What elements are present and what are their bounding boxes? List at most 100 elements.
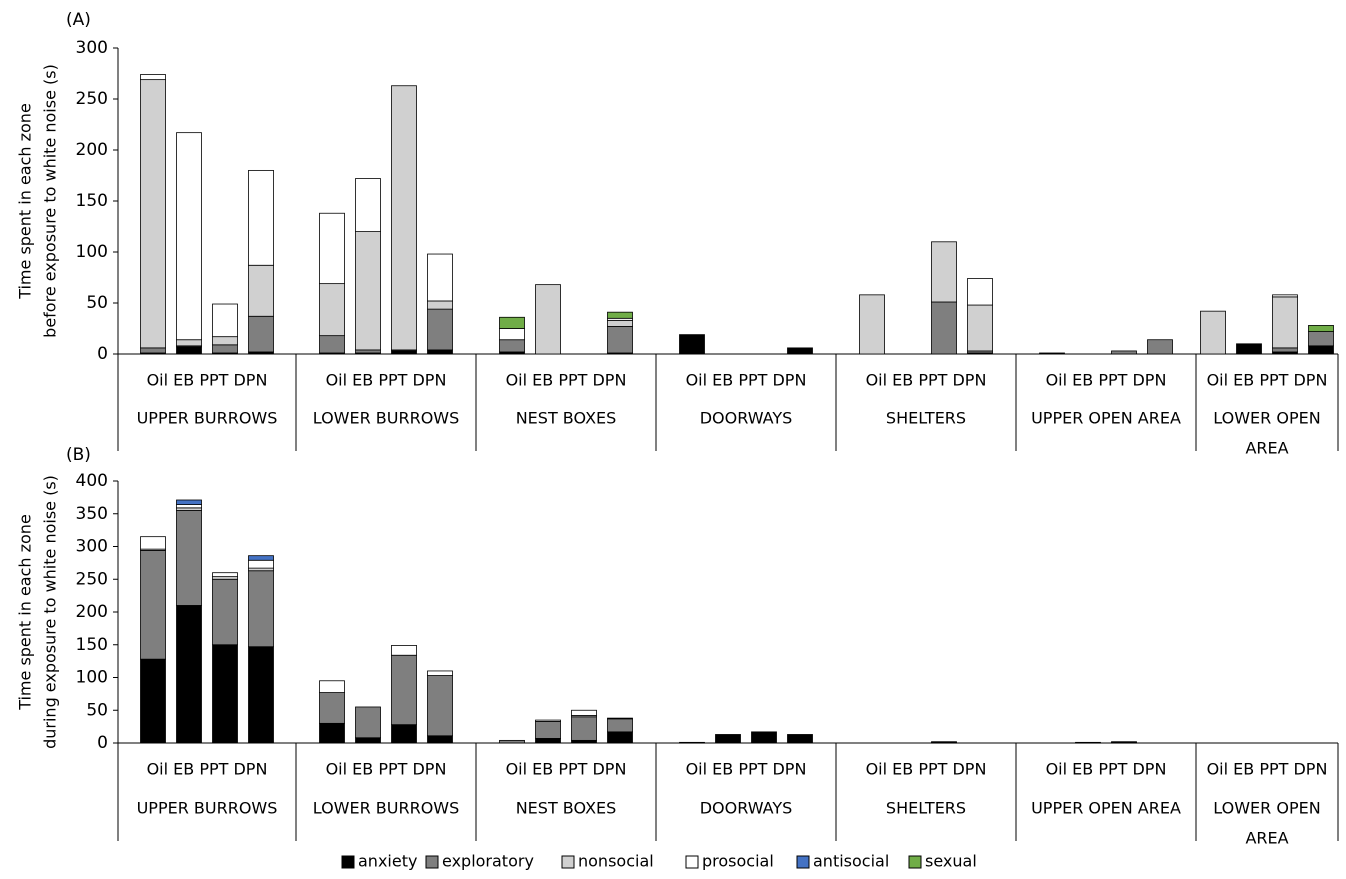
x-tick-label: Oil EB PPT DPN (1046, 760, 1167, 779)
group-label: SHELTERS (886, 409, 966, 428)
bar-segment-anxiety (679, 334, 705, 355)
bar-segment-exploratory (427, 308, 453, 351)
bar-segment-antisocial (248, 555, 274, 561)
legend-swatch-sexual (908, 855, 922, 869)
bar-segment-anxiety (715, 734, 741, 744)
legend-swatch-prosocial (685, 855, 699, 869)
bar-segment-exploratory (355, 349, 381, 354)
bar-segment-anxiety (787, 734, 813, 744)
bar-segment-prosocial (319, 212, 345, 285)
panel-label: (A) (66, 10, 91, 30)
bar-segment-exploratory (1147, 339, 1173, 355)
bar-segment-anxiety (1039, 352, 1065, 355)
group-label: NEST BOXES (516, 409, 617, 428)
bar-segment-nonsocial (140, 79, 166, 349)
bar-segment-anxiety (140, 658, 166, 744)
bar-segment-prosocial (176, 132, 202, 341)
bar-segment-nonsocial (859, 294, 885, 355)
x-tick-label: Oil EB PPT DPN (686, 371, 807, 390)
y-tick-label: 100 (76, 242, 108, 262)
bar-segment-exploratory (427, 675, 453, 737)
bar-segment-exploratory (607, 326, 633, 354)
bar-segment-nonsocial (1200, 310, 1226, 355)
legend-swatch-exploratory (425, 855, 439, 869)
bar-segment-nonsocial (212, 336, 238, 346)
panel-label: (B) (66, 445, 91, 465)
bar-segment-prosocial (1272, 294, 1298, 298)
legend: anxiety exploratory nonsocial prosocial anti… (341, 852, 977, 871)
bar-segment-prosocial (607, 717, 633, 720)
bar-segment-exploratory (499, 339, 525, 353)
group-label: UPPER OPEN AREA (1031, 799, 1181, 818)
bar-segment-anxiety (176, 346, 202, 355)
bar-segment-anxiety (427, 735, 453, 744)
bar-segment-nonsocial (607, 319, 633, 327)
panel-b: (B) Time spent in each zone during exposur… (16, 445, 1339, 848)
bar-segment-prosocial (140, 536, 166, 550)
bar-segment-anxiety (427, 349, 453, 355)
x-tick-label: Oil EB PPT DPN (1207, 760, 1328, 779)
group-label: LOWER BURROWS (313, 799, 460, 818)
group-label: DOORWAYS (700, 799, 793, 818)
group-label: AREA (1245, 439, 1288, 458)
legend-label-exploratory: exploratory (442, 852, 534, 871)
y-axis-title-line-1: Time spent in each zone (16, 514, 35, 711)
bar-segment-prosocial (248, 559, 274, 569)
bar-segment-anxiety (176, 605, 202, 744)
group-label: LOWER OPEN (1213, 799, 1320, 818)
group-label: NEST BOXES (516, 799, 617, 818)
bar-segment-exploratory (212, 578, 238, 646)
bar-segment-nonsocial (355, 231, 381, 351)
panel-a: (A) Time spent in each zone before exposur… (16, 10, 1339, 458)
bar-segment-exploratory (1272, 347, 1298, 353)
bar-segment-anxiety (535, 738, 561, 744)
y-tick-label: 200 (76, 140, 108, 160)
bar-segment-exploratory (176, 510, 202, 606)
legend-swatch-nonsocial (561, 855, 575, 869)
bar-segment-nonsocial (931, 241, 957, 303)
bar-segment-exploratory (607, 718, 633, 733)
x-tick-label: Oil EB PPT DPN (506, 760, 627, 779)
bar-segment-prosocial (427, 253, 453, 302)
bar-segment-anxiety (319, 722, 345, 744)
x-tick-label: Oil EB PPT DPN (1207, 371, 1328, 390)
y-axis-title-line-1: Time spent in each zone (16, 103, 35, 300)
y-tick-label: 150 (76, 635, 108, 655)
bar-segment-prosocial (140, 74, 166, 81)
x-tick-label: Oil EB PPT DPN (506, 371, 627, 390)
bar-segment-nonsocial (248, 264, 274, 317)
bar-segment-anxiety (1075, 741, 1101, 744)
group-label: LOWER OPEN (1213, 409, 1320, 428)
bar-segment-exploratory (319, 692, 345, 724)
bar-segment-anxiety (355, 737, 381, 744)
y-tick-label: 0 (97, 344, 108, 364)
bar-segment-anxiety (679, 741, 705, 744)
bar-segment-prosocial (427, 670, 453, 676)
bar-segment-exploratory (1111, 350, 1137, 355)
bar-segment-prosocial (967, 278, 993, 306)
bar-segment-exploratory (319, 335, 345, 354)
bar-segment-nonsocial (319, 283, 345, 337)
bar-segment-anxiety (212, 644, 238, 744)
bar-segment-prosocial (571, 709, 597, 716)
bar-segment-prosocial (499, 328, 525, 341)
y-tick-label: 250 (76, 569, 108, 589)
group-label: LOWER BURROWS (313, 409, 460, 428)
group-label: SHELTERS (886, 799, 966, 818)
x-tick-label: Oil EB PPT DPN (147, 760, 268, 779)
bar-segment-exploratory (248, 570, 274, 648)
bar-segment-exploratory (1308, 331, 1334, 347)
y-tick-label: 300 (76, 537, 108, 557)
legend-swatch-anxiety (341, 855, 355, 869)
legend-label-sexual: sexual (925, 852, 977, 871)
y-tick-label: 200 (76, 602, 108, 622)
bar-segment-prosocial (248, 169, 274, 266)
bar-segment-anxiety (391, 724, 417, 744)
bar-segment-nonsocial (1272, 296, 1298, 349)
bar-segment-exploratory (140, 550, 166, 660)
x-tick-label: Oil EB PPT DPN (1046, 371, 1167, 390)
y-tick-label: 100 (76, 668, 108, 688)
bar-segment-exploratory (931, 741, 957, 743)
bar-segment-prosocial (212, 303, 238, 338)
